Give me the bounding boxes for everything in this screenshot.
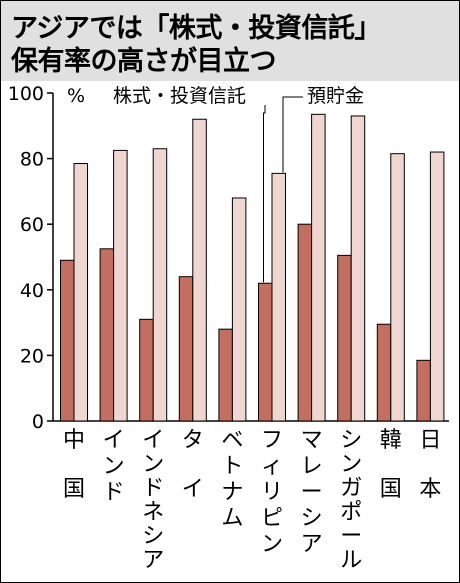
category-label-0-char-1: 国 bbox=[63, 477, 85, 502]
category-label-9-char-0: 日 bbox=[419, 428, 441, 453]
category-label-2-char-4: シ bbox=[142, 524, 164, 549]
bar-savings-1 bbox=[113, 149, 128, 422]
bar-stocks-8 bbox=[376, 323, 392, 422]
category-label-7-char-2: ガ bbox=[340, 476, 362, 501]
category-label-8-char-1: 国 bbox=[380, 477, 402, 502]
category-label-8-char-0: 韓 bbox=[380, 428, 402, 453]
category-label-0-char-0: 中 bbox=[63, 428, 85, 453]
category-label-4-char-2: ナ bbox=[221, 480, 243, 505]
bar-savings-0 bbox=[73, 163, 88, 422]
bar-savings-5 bbox=[271, 172, 286, 422]
y-tick-label-80: 80 bbox=[20, 149, 44, 171]
category-label-2-char-5: ア bbox=[142, 548, 164, 573]
category-label-6-char-4: ア bbox=[301, 532, 323, 557]
category-label-3-char-0: タ bbox=[182, 428, 204, 453]
category-label-1-char-1: ン bbox=[103, 454, 125, 479]
category-label-6-char-1: レ bbox=[301, 454, 323, 479]
category-label-2-char-1: ン bbox=[142, 452, 164, 477]
category-label-6-char-0: マ bbox=[301, 428, 323, 453]
title-box: アジアでは「株式・投資信託」 保有率の高さが目立つ bbox=[1, 1, 459, 81]
category-label-7-char-5: ル bbox=[340, 548, 362, 573]
legend-label-savings: 預貯金 bbox=[307, 85, 364, 107]
bar-savings-9 bbox=[429, 151, 445, 422]
bar-savings-7 bbox=[350, 115, 366, 422]
bar-savings-6 bbox=[311, 113, 326, 422]
category-label-3-char-1: イ bbox=[182, 477, 204, 502]
bar-savings-2 bbox=[152, 148, 168, 422]
category-label-6-char-3: シ bbox=[301, 506, 323, 531]
y-tick-label-40: 40 bbox=[20, 280, 44, 302]
category-label-4-char-0: ベ bbox=[221, 428, 243, 453]
category-label-5-char-3: ピ bbox=[261, 506, 283, 531]
category-label-9-char-1: 本 bbox=[419, 477, 441, 502]
bar-stocks-7 bbox=[337, 254, 352, 422]
bar-stocks-5 bbox=[258, 282, 273, 422]
chart-title-line-1: アジアでは「株式・投資信託」 bbox=[11, 13, 381, 44]
category-label-5-char-1: ィ bbox=[261, 454, 283, 479]
legend-leader-savings bbox=[282, 96, 303, 173]
y-tick-label-20: 20 bbox=[20, 345, 44, 367]
bar-stocks-6 bbox=[297, 223, 313, 422]
bar-stocks-1 bbox=[99, 248, 115, 422]
category-label-7-char-1: ン bbox=[340, 452, 362, 477]
chart-title-line-2: 保有率の高さが目立つ bbox=[11, 46, 277, 77]
unit-label: % bbox=[67, 85, 85, 107]
bar-savings-4 bbox=[231, 197, 247, 422]
category-label-7-char-3: ポ bbox=[340, 500, 362, 525]
legend-label-stocks: 株式・投資信託 bbox=[113, 85, 246, 107]
bar-stocks-4 bbox=[218, 328, 233, 422]
bar-stocks-9 bbox=[416, 359, 431, 422]
category-label-4-char-1: ト bbox=[221, 454, 243, 479]
y-tick-label-0: 0 bbox=[32, 411, 44, 433]
category-label-7-char-4: ー bbox=[340, 524, 362, 549]
category-label-2-char-0: イ bbox=[142, 428, 164, 453]
category-label-2-char-3: ネ bbox=[142, 500, 164, 525]
category-label-6-char-2: ー bbox=[301, 480, 323, 505]
category-label-2-char-2: ド bbox=[142, 476, 164, 501]
category-label-1-char-2: ド bbox=[103, 480, 125, 505]
category-label-5-char-4: ン bbox=[261, 532, 283, 557]
y-tick-label-60: 60 bbox=[20, 214, 44, 236]
bar-stocks-2 bbox=[139, 318, 154, 422]
category-label-4-char-3: ム bbox=[221, 506, 243, 531]
category-label-7-char-0: シ bbox=[340, 428, 362, 453]
bar-savings-3 bbox=[192, 118, 207, 422]
bar-stocks-0 bbox=[60, 259, 75, 422]
legend-leader-stocks bbox=[263, 105, 266, 283]
bar-stocks-3 bbox=[178, 276, 194, 422]
bar-savings-8 bbox=[390, 153, 405, 422]
category-label-5-char-0: フ bbox=[261, 428, 283, 453]
y-tick-label-100: 100 bbox=[8, 83, 44, 105]
category-label-1-char-0: イ bbox=[103, 428, 125, 453]
category-label-5-char-2: リ bbox=[261, 480, 283, 505]
